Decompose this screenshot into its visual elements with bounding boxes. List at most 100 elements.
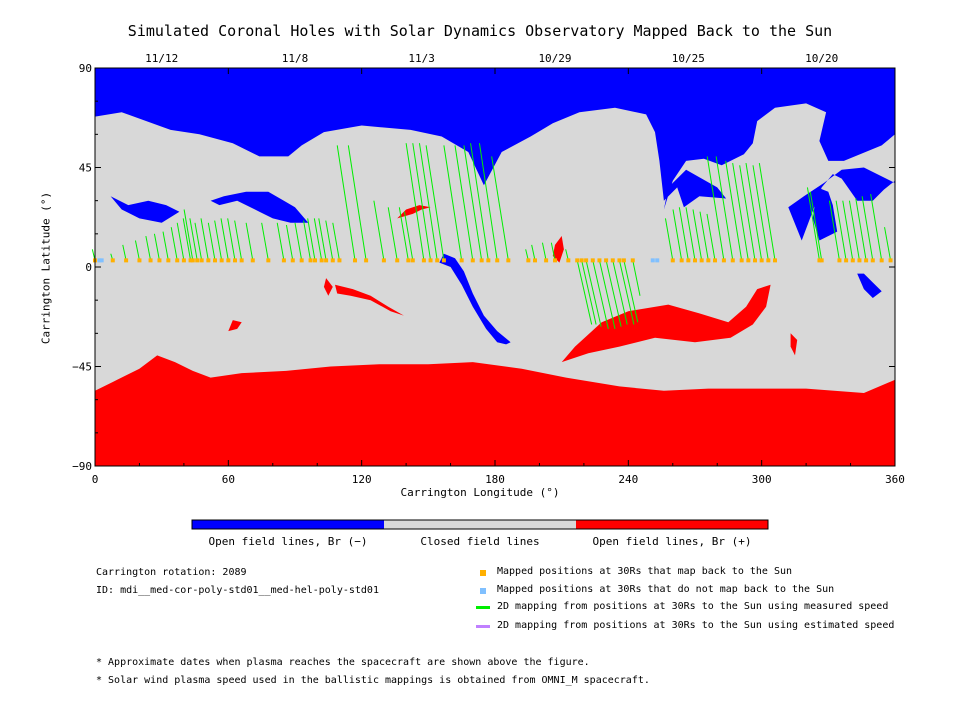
mapped-point bbox=[879, 258, 884, 263]
mapped-point bbox=[766, 258, 771, 263]
colorbar-label-negative: Open field lines, Br (−) bbox=[208, 535, 368, 548]
mapped-point bbox=[137, 258, 142, 263]
mapped-point bbox=[353, 258, 357, 263]
mapped-point bbox=[199, 258, 204, 263]
mapping-line bbox=[699, 211, 709, 261]
mapped-point bbox=[175, 258, 180, 263]
mapping-line bbox=[623, 260, 639, 323]
x-tick-label: 360 bbox=[885, 473, 905, 486]
top-date-label: 10/29 bbox=[538, 52, 571, 65]
axes: 0 60 120 180 240 300 360 −90 −45 0 45 90 11/12 11/8 11… bbox=[72, 52, 905, 530]
mapping-line bbox=[134, 240, 140, 261]
mapped-point bbox=[597, 258, 602, 263]
mapped-point bbox=[544, 258, 549, 263]
model-id-text: ID: mdi__med-cor-poly-std01__med-hel-pol… bbox=[96, 585, 379, 596]
not-mapped-point bbox=[97, 258, 102, 263]
mapping-line bbox=[758, 162, 776, 261]
mapping-line bbox=[715, 156, 734, 261]
mapped-point bbox=[441, 258, 446, 263]
mapped-point bbox=[817, 258, 822, 263]
mapped-point bbox=[864, 258, 869, 263]
mapped-point bbox=[381, 258, 386, 263]
mapping-line bbox=[207, 222, 216, 261]
negative-open-field-region bbox=[110, 196, 180, 223]
carrington-rotation-text: Carrington rotation: 2089 bbox=[96, 567, 247, 578]
mapping-line bbox=[612, 260, 628, 325]
mapped-point bbox=[533, 258, 537, 263]
mapped-point bbox=[713, 258, 717, 263]
mapping-line bbox=[294, 222, 303, 261]
mapped-point bbox=[746, 258, 751, 263]
mapped-point bbox=[148, 258, 153, 263]
mapped-point bbox=[313, 258, 317, 263]
mapped-point bbox=[290, 258, 295, 263]
mapped-point bbox=[584, 258, 589, 263]
mapping-line bbox=[632, 260, 641, 296]
negative-open-field-region bbox=[857, 273, 882, 298]
mapped-point bbox=[721, 258, 726, 263]
positive-open-field-region bbox=[561, 284, 771, 363]
mapped-point bbox=[435, 258, 440, 263]
mapped-point bbox=[773, 258, 777, 263]
mapped-point bbox=[308, 258, 313, 263]
mapped-point bbox=[686, 258, 691, 263]
mapped-point bbox=[575, 258, 580, 263]
mapped-point bbox=[157, 258, 162, 263]
mapping-line bbox=[234, 220, 243, 261]
mapped-point bbox=[395, 258, 400, 263]
mapped-point bbox=[324, 258, 329, 263]
mapping-line bbox=[861, 196, 874, 261]
mapping-line bbox=[245, 222, 254, 261]
legend-mapped-marker bbox=[480, 570, 486, 576]
positive-open-field-region bbox=[95, 355, 895, 466]
mapping-line bbox=[732, 162, 749, 261]
positive-open-field-region bbox=[790, 333, 798, 356]
mapped-point bbox=[526, 258, 531, 263]
mapping-line bbox=[692, 209, 703, 261]
x-tick-label: 60 bbox=[222, 473, 235, 486]
negative-open-field-region bbox=[95, 68, 895, 241]
not-mapped-point bbox=[99, 258, 104, 263]
mapping-line bbox=[470, 143, 489, 261]
x-tick-label: 180 bbox=[485, 473, 505, 486]
colorbar-frame bbox=[191, 519, 769, 530]
mapping-line bbox=[478, 143, 498, 261]
legend-not-mapped-label: Mapped positions at 30Rs that do not map… bbox=[497, 584, 835, 595]
footnote-speed: * Solar wind plasma speed used in the ba… bbox=[96, 675, 650, 686]
mapped-point bbox=[213, 258, 217, 263]
mapping-line bbox=[618, 260, 635, 325]
mapping-line bbox=[122, 244, 127, 261]
mapped-point bbox=[406, 258, 411, 263]
mapped-point bbox=[759, 258, 764, 263]
top-date-label: 11/12 bbox=[145, 52, 178, 65]
mapped-point bbox=[617, 258, 622, 263]
negative-open-field-region bbox=[439, 253, 511, 345]
mapped-point bbox=[888, 258, 893, 263]
mapping-line bbox=[598, 260, 616, 330]
mapped-point bbox=[857, 258, 862, 263]
mapped-point bbox=[699, 258, 704, 263]
mapping-line bbox=[347, 145, 367, 261]
mapped-point bbox=[206, 258, 211, 263]
positive-open-field-region bbox=[323, 278, 333, 296]
not-mapped-point bbox=[655, 258, 660, 263]
mapping-line bbox=[220, 218, 229, 261]
mapped-point bbox=[195, 258, 200, 263]
x-tick-label: 240 bbox=[618, 473, 638, 486]
mapping-line bbox=[336, 145, 356, 261]
mapping-line bbox=[276, 222, 285, 261]
x-tick-label: 120 bbox=[352, 473, 372, 486]
mapped-point bbox=[850, 258, 855, 263]
mapped-point bbox=[693, 258, 697, 263]
mapped-point bbox=[553, 258, 557, 263]
x-tick-label: 0 bbox=[92, 473, 99, 486]
mapped-point bbox=[739, 258, 744, 263]
mapping-line bbox=[806, 187, 820, 261]
mapped-point bbox=[364, 258, 369, 263]
mapping-line bbox=[425, 145, 445, 261]
mapping-line bbox=[581, 260, 597, 325]
mapped-point bbox=[319, 258, 324, 263]
mapped-point bbox=[819, 258, 824, 263]
mapping-line bbox=[848, 200, 860, 261]
y-tick-label: 45 bbox=[79, 162, 92, 175]
